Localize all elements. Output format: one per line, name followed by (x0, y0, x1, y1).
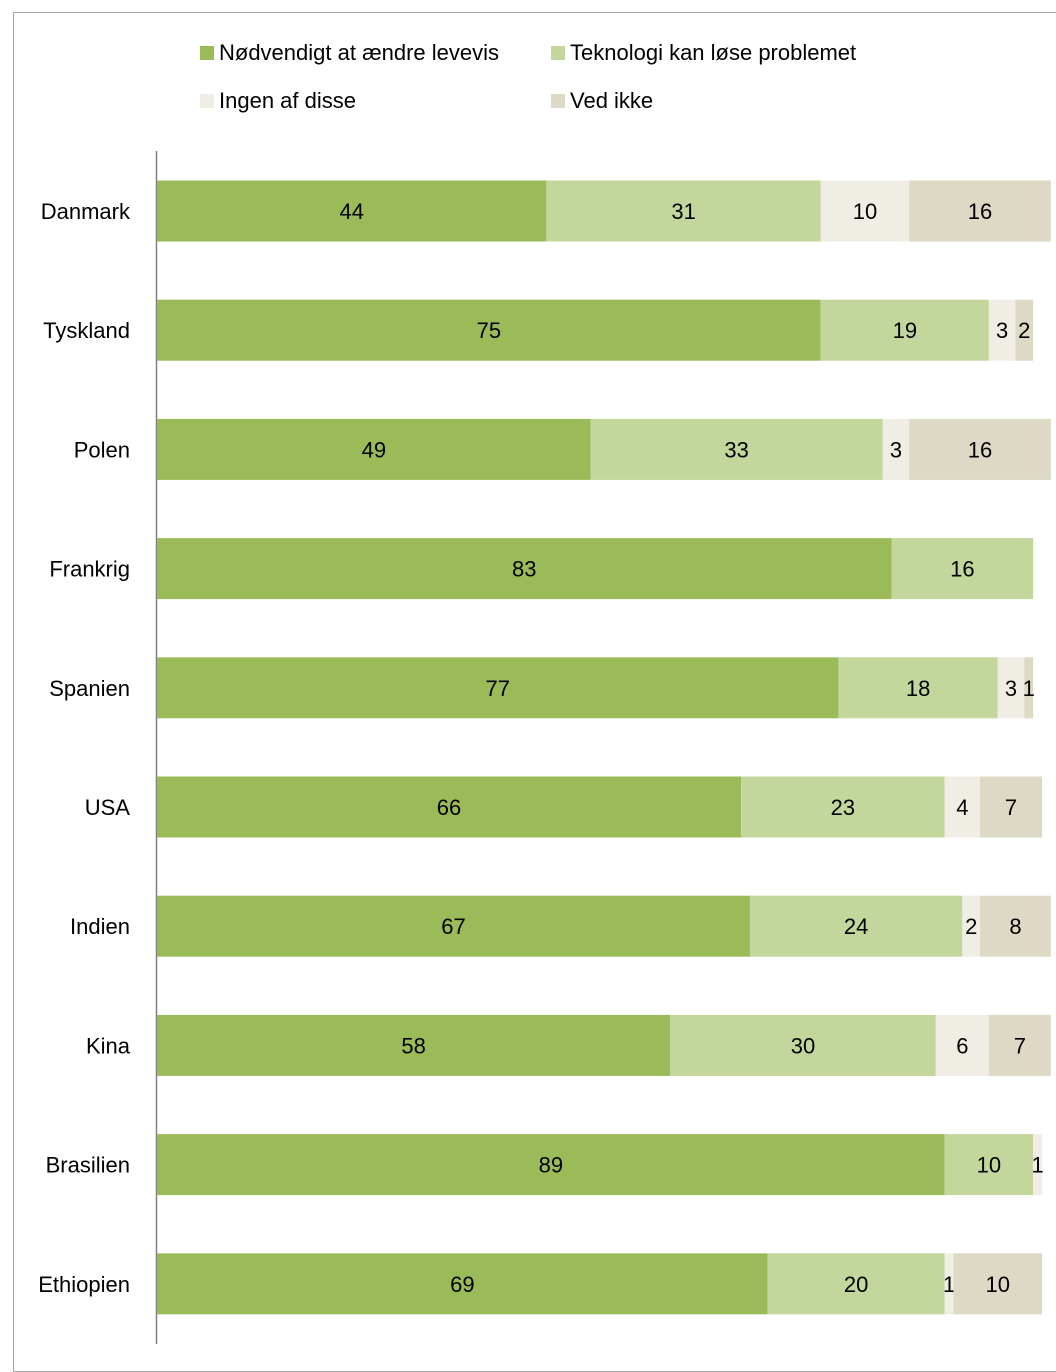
bar-segment (741, 776, 945, 838)
bar-segment (820, 299, 989, 361)
bar-segment (157, 418, 591, 480)
data-label: 7 (1005, 795, 1017, 820)
category-label: Brasilien (46, 1153, 130, 1178)
data-label: 4 (956, 795, 968, 820)
bar-segment (838, 657, 998, 719)
bar-segment (882, 418, 910, 480)
data-label: 6 (956, 1033, 968, 1058)
data-label: 18 (906, 676, 930, 701)
data-label: 16 (968, 437, 992, 462)
data-label: 49 (362, 437, 386, 462)
data-label: 31 (671, 199, 695, 224)
legend-item-1: Nødvendigt at ændre levevis (200, 40, 500, 65)
legend-label-1: Nødvendigt at ændre levevis (219, 40, 500, 65)
data-label: 1 (943, 1272, 955, 1297)
bar-segment (590, 418, 883, 480)
bar-segment (980, 895, 1051, 957)
bar-segment (980, 776, 1042, 838)
data-label: 3 (1005, 676, 1017, 701)
bar-segment (157, 1134, 945, 1196)
data-label: 10 (853, 199, 877, 224)
bar-segment (157, 180, 547, 242)
bar-segment (749, 895, 963, 957)
data-label: 23 (831, 795, 855, 820)
bar-segment (1024, 657, 1034, 719)
bar-segment (953, 1253, 1042, 1315)
data-label: 30 (791, 1033, 815, 1058)
data-label: 89 (539, 1153, 563, 1178)
legend-label-2: Teknologi kan løse problemet (570, 40, 857, 65)
data-label: 3 (890, 437, 902, 462)
data-label: 83 (512, 557, 536, 582)
data-label: 44 (339, 199, 363, 224)
data-label: 16 (968, 199, 992, 224)
data-label: 20 (844, 1272, 868, 1297)
data-label: 1 (1023, 676, 1035, 701)
data-label: 1 (1031, 1153, 1043, 1178)
data-label: 24 (844, 914, 868, 939)
category-label: Indien (70, 914, 130, 939)
bar-segment (157, 538, 892, 600)
bar-segment (767, 1253, 945, 1315)
bar-segment (988, 1014, 1051, 1076)
bar-segment (670, 1014, 936, 1076)
data-label: 33 (724, 437, 748, 462)
bar-segment (157, 299, 821, 361)
data-label: 10 (986, 1272, 1010, 1297)
data-label: 69 (450, 1272, 474, 1297)
data-label: 58 (401, 1033, 425, 1058)
bar-segment (1015, 299, 1034, 361)
legend-swatch-4 (551, 94, 565, 108)
bar-segment (962, 895, 981, 957)
category-label: Tyskland (43, 318, 130, 343)
data-label: 66 (437, 795, 461, 820)
bar-segment (157, 657, 839, 719)
data-label: 8 (1009, 914, 1021, 939)
bar-segment (157, 1253, 768, 1315)
legend-label-3: Ingen af disse (219, 88, 356, 113)
bar-segment (997, 657, 1025, 719)
category-label: Spanien (49, 676, 130, 701)
bar-segment (157, 895, 750, 957)
legend-swatch-2 (551, 46, 565, 60)
legend-item-3: Ingen af disse (200, 88, 356, 113)
bar-segment (944, 776, 981, 838)
data-label: 77 (485, 676, 509, 701)
data-label: 2 (1018, 318, 1030, 343)
bar-segment (546, 180, 821, 242)
legend-item-4: Ved ikke (551, 88, 654, 113)
bar-segment (157, 1014, 671, 1076)
data-label: 2 (965, 914, 977, 939)
bar-segment (944, 1134, 1034, 1196)
category-label: Danmark (41, 199, 131, 224)
bar-segment (988, 299, 1016, 361)
legend-label-4: Ved ikke (570, 88, 654, 113)
bar-segment (157, 776, 742, 838)
data-label: 67 (441, 914, 465, 939)
bar-segment (944, 1253, 954, 1315)
bar-segment (909, 418, 1051, 480)
bar-segment (909, 180, 1051, 242)
data-label: 16 (950, 557, 974, 582)
bar-segment (935, 1014, 989, 1076)
data-label: 7 (1014, 1033, 1026, 1058)
bar-segment (1033, 1134, 1042, 1196)
data-label: 10 (977, 1153, 1001, 1178)
category-label: USA (85, 795, 131, 820)
data-label: 75 (477, 318, 501, 343)
bar-segment (820, 180, 910, 242)
data-label: 19 (893, 318, 917, 343)
legend-swatch-1 (200, 46, 214, 60)
category-label: Frankrig (49, 557, 130, 582)
bar-segment (891, 538, 1034, 600)
category-label: Ethiopien (38, 1272, 130, 1297)
category-label: Polen (74, 437, 130, 462)
data-label: 3 (996, 318, 1008, 343)
category-label: Kina (86, 1033, 131, 1058)
legend-swatch-3 (200, 94, 214, 108)
legend-item-2: Teknologi kan løse problemet (551, 40, 857, 65)
